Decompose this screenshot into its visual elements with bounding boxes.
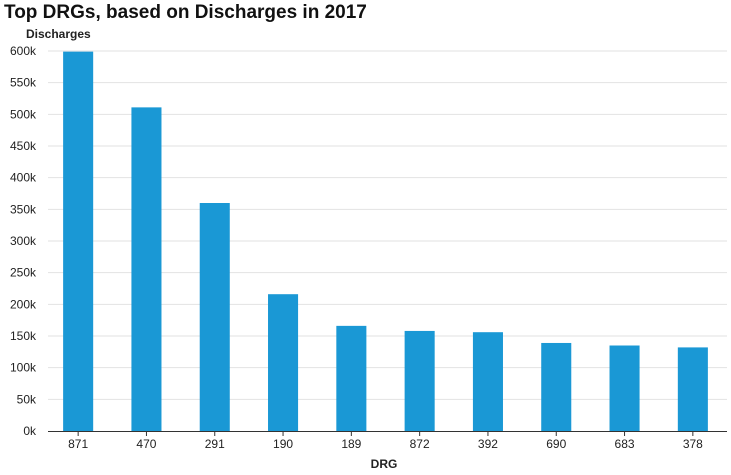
bar [609, 345, 640, 431]
y-tick-label: 450k [10, 139, 37, 153]
y-tick-label: 200k [10, 297, 37, 311]
y-axis-title: Discharges [26, 27, 91, 41]
x-axis-title: DRG [371, 457, 398, 471]
y-tick-label: 100k [10, 361, 37, 375]
chart-title: Top DRGs, based on Discharges in 2017 [4, 2, 367, 23]
x-tick-label: 871 [68, 437, 88, 451]
y-tick-label: 350k [10, 202, 37, 216]
bar [131, 107, 162, 431]
bar [472, 332, 503, 431]
bar [677, 347, 708, 431]
x-tick-label: 291 [205, 437, 225, 451]
x-tick-label: 690 [546, 437, 566, 451]
x-tick-label: 872 [410, 437, 430, 451]
x-tick-label: 683 [615, 437, 635, 451]
y-tick-label: 550k [10, 76, 37, 90]
y-tick-label: 400k [10, 171, 37, 185]
bars [63, 51, 708, 432]
x-tick-label: 378 [683, 437, 703, 451]
y-tick-label: 300k [10, 234, 37, 248]
bar [268, 294, 299, 431]
y-tick-label: 500k [10, 107, 37, 121]
x-tick-label: 392 [478, 437, 498, 451]
gridlines [48, 50, 727, 400]
axes: 0k 50k 100k 150k 200k 250k 300k 350k 400k 450k 500… [10, 44, 727, 451]
y-tick-label: 600k [10, 44, 37, 58]
bar [63, 51, 94, 432]
y-tick-label: 250k [10, 266, 37, 280]
x-tick-label: 190 [273, 437, 293, 451]
y-tick-label: 150k [10, 329, 37, 343]
x-tick-label: 189 [341, 437, 361, 451]
y-tick-label: 0k [23, 424, 37, 438]
bar [541, 342, 572, 431]
bar [404, 330, 435, 431]
bar [199, 203, 230, 431]
x-tick-label: 470 [136, 437, 156, 451]
y-tick-label: 50k [17, 392, 37, 406]
bar [336, 325, 367, 431]
